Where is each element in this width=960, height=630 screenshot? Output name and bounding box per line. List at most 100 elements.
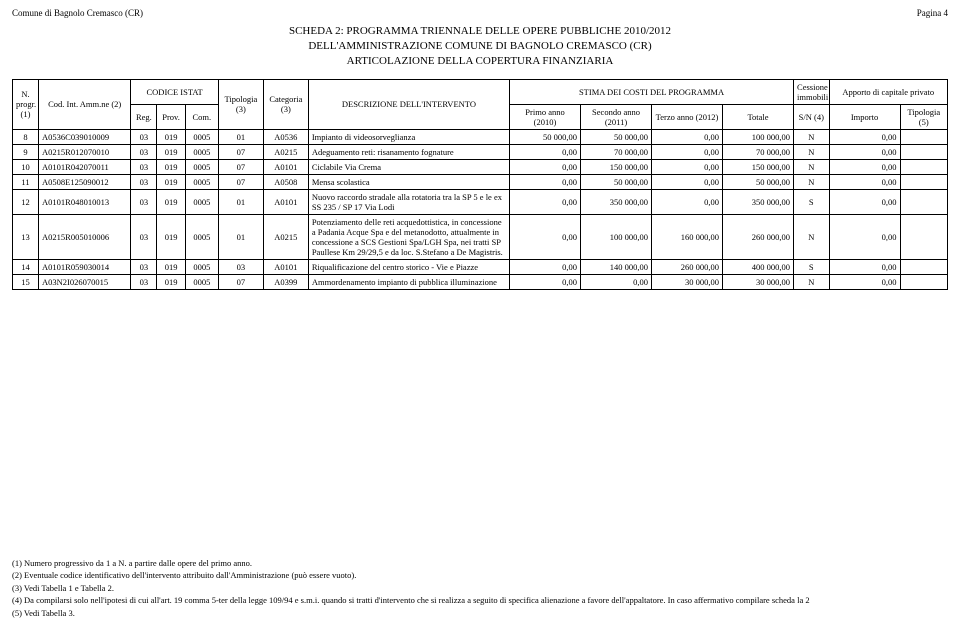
cell-n: 9 <box>13 144 39 159</box>
col-primo: Primo anno (2010) <box>510 104 581 129</box>
header-left: Comune di Bagnolo Cremasco (CR) <box>12 8 143 18</box>
cell-imp: 0,00 <box>829 144 900 159</box>
cell-prov: 019 <box>157 174 185 189</box>
cell-p: 0,00 <box>510 144 581 159</box>
cell-sn: N <box>794 274 830 289</box>
col-terzo: Terzo anno (2012) <box>652 104 723 129</box>
cell-p: 0,00 <box>510 159 581 174</box>
cell-cod: A03N2I026070015 <box>39 274 131 289</box>
cell-p: 0,00 <box>510 174 581 189</box>
cell-s: 70 000,00 <box>581 144 652 159</box>
cell-p: 0,00 <box>510 189 581 214</box>
cell-com: 0005 <box>185 144 218 159</box>
footnote-2: (2) Eventuale codice identificativo dell… <box>12 570 948 581</box>
col-stima: STIMA DEI COSTI DEL PROGRAMMA <box>510 79 794 104</box>
cell-tip: 01 <box>218 189 263 214</box>
cell-s: 100 000,00 <box>581 214 652 259</box>
cell-imp: 0,00 <box>829 259 900 274</box>
col-totale: Totale <box>723 104 794 129</box>
cell-desc: Adeguamento reti: risanamento fognature <box>308 144 509 159</box>
cell-n: 8 <box>13 129 39 144</box>
cell-imp: 0,00 <box>829 189 900 214</box>
cell-reg: 03 <box>131 144 157 159</box>
table-head: N. progr. (1) Cod. Int. Amm.ne (2) CODIC… <box>13 79 948 129</box>
cell-sn: S <box>794 259 830 274</box>
cell-prov: 019 <box>157 274 185 289</box>
cell-n: 14 <box>13 259 39 274</box>
cell-s: 150 000,00 <box>581 159 652 174</box>
title-line-1: SCHEDA 2: PROGRAMMA TRIENNALE DELLE OPER… <box>12 24 948 39</box>
cell-n: 15 <box>13 274 39 289</box>
col-cod-int: Cod. Int. Amm.ne (2) <box>39 79 131 129</box>
cell-reg: 03 <box>131 159 157 174</box>
header-right: Pagina 4 <box>917 8 948 18</box>
cell-desc: Impianto di videosorveglianza <box>308 129 509 144</box>
cell-t: 0,00 <box>652 189 723 214</box>
cell-tip: 01 <box>218 129 263 144</box>
cell-tot: 30 000,00 <box>723 274 794 289</box>
cell-cat: A0101 <box>263 189 308 214</box>
cell-reg: 03 <box>131 189 157 214</box>
cell-com: 0005 <box>185 274 218 289</box>
cell-cat: A0536 <box>263 129 308 144</box>
col-secondo: Secondo anno (2011) <box>581 104 652 129</box>
col-reg: Reg. <box>131 104 157 129</box>
footnote-5: (5) Vedi Tabella 3. <box>12 608 948 619</box>
cell-imp: 0,00 <box>829 159 900 174</box>
cell-cod: A0101R048010013 <box>39 189 131 214</box>
cell-sn: N <box>794 129 830 144</box>
col-sn: S/N (4) <box>794 104 830 129</box>
cell-reg: 03 <box>131 259 157 274</box>
cell-prov: 019 <box>157 144 185 159</box>
footnote-1: (1) Numero progressivo da 1 a N. a parti… <box>12 558 948 569</box>
cell-com: 0005 <box>185 259 218 274</box>
cell-tip: 07 <box>218 144 263 159</box>
table-row: 8A0536C03901000903019000501A0536Impianto… <box>13 129 948 144</box>
footnotes: (1) Numero progressivo da 1 a N. a parti… <box>12 558 948 620</box>
cell-p: 50 000,00 <box>510 129 581 144</box>
col-tipol5: Tipologia (5) <box>900 104 947 129</box>
cell-prov: 019 <box>157 159 185 174</box>
cell-n: 10 <box>13 159 39 174</box>
cell-s: 350 000,00 <box>581 189 652 214</box>
cell-tot: 150 000,00 <box>723 159 794 174</box>
cell-cat: A0101 <box>263 159 308 174</box>
cell-reg: 03 <box>131 214 157 259</box>
cell-cod: A0101R042070011 <box>39 159 131 174</box>
cell-t: 0,00 <box>652 129 723 144</box>
cell-imp: 0,00 <box>829 214 900 259</box>
cell-n: 12 <box>13 189 39 214</box>
cell-tip: 03 <box>218 259 263 274</box>
cell-reg: 03 <box>131 174 157 189</box>
cell-com: 0005 <box>185 214 218 259</box>
cell-tip: 07 <box>218 159 263 174</box>
cell-com: 0005 <box>185 129 218 144</box>
cell-t5 <box>900 189 947 214</box>
col-codice-istat: CODICE ISTAT <box>131 79 219 104</box>
col-apporto: Apporto di capitale privato <box>829 79 947 104</box>
cell-t5 <box>900 144 947 159</box>
cell-t5 <box>900 129 947 144</box>
cell-p: 0,00 <box>510 274 581 289</box>
cell-desc: Riqualificazione del centro storico - Vi… <box>308 259 509 274</box>
col-descrizione: DESCRIZIONE DELL'INTERVENTO <box>308 79 509 129</box>
cell-tot: 70 000,00 <box>723 144 794 159</box>
cell-tip: 07 <box>218 274 263 289</box>
cell-prov: 019 <box>157 259 185 274</box>
table-row: 11A0508E12509001203019000507A0508Mensa s… <box>13 174 948 189</box>
table-row: 12A0101R04801001303019000501A0101Nuovo r… <box>13 189 948 214</box>
cell-com: 0005 <box>185 174 218 189</box>
title-line-3: ARTICOLAZIONE DELLA COPERTURA FINANZIARI… <box>12 54 948 69</box>
table-row: 10A0101R04207001103019000507A0101Ciclabi… <box>13 159 948 174</box>
cell-tot: 400 000,00 <box>723 259 794 274</box>
cell-desc: Potenziamento delle reti acquedottistica… <box>308 214 509 259</box>
cell-imp: 0,00 <box>829 174 900 189</box>
cell-t5 <box>900 214 947 259</box>
title-line-2: DELL'AMMINISTRAZIONE COMUNE DI BAGNOLO C… <box>12 39 948 54</box>
cell-n: 11 <box>13 174 39 189</box>
cell-t: 0,00 <box>652 144 723 159</box>
cell-t: 30 000,00 <box>652 274 723 289</box>
data-table: N. progr. (1) Cod. Int. Amm.ne (2) CODIC… <box>12 79 948 290</box>
cell-desc: Mensa scolastica <box>308 174 509 189</box>
footnote-3: (3) Vedi Tabella 1 e Tabella 2. <box>12 583 948 594</box>
